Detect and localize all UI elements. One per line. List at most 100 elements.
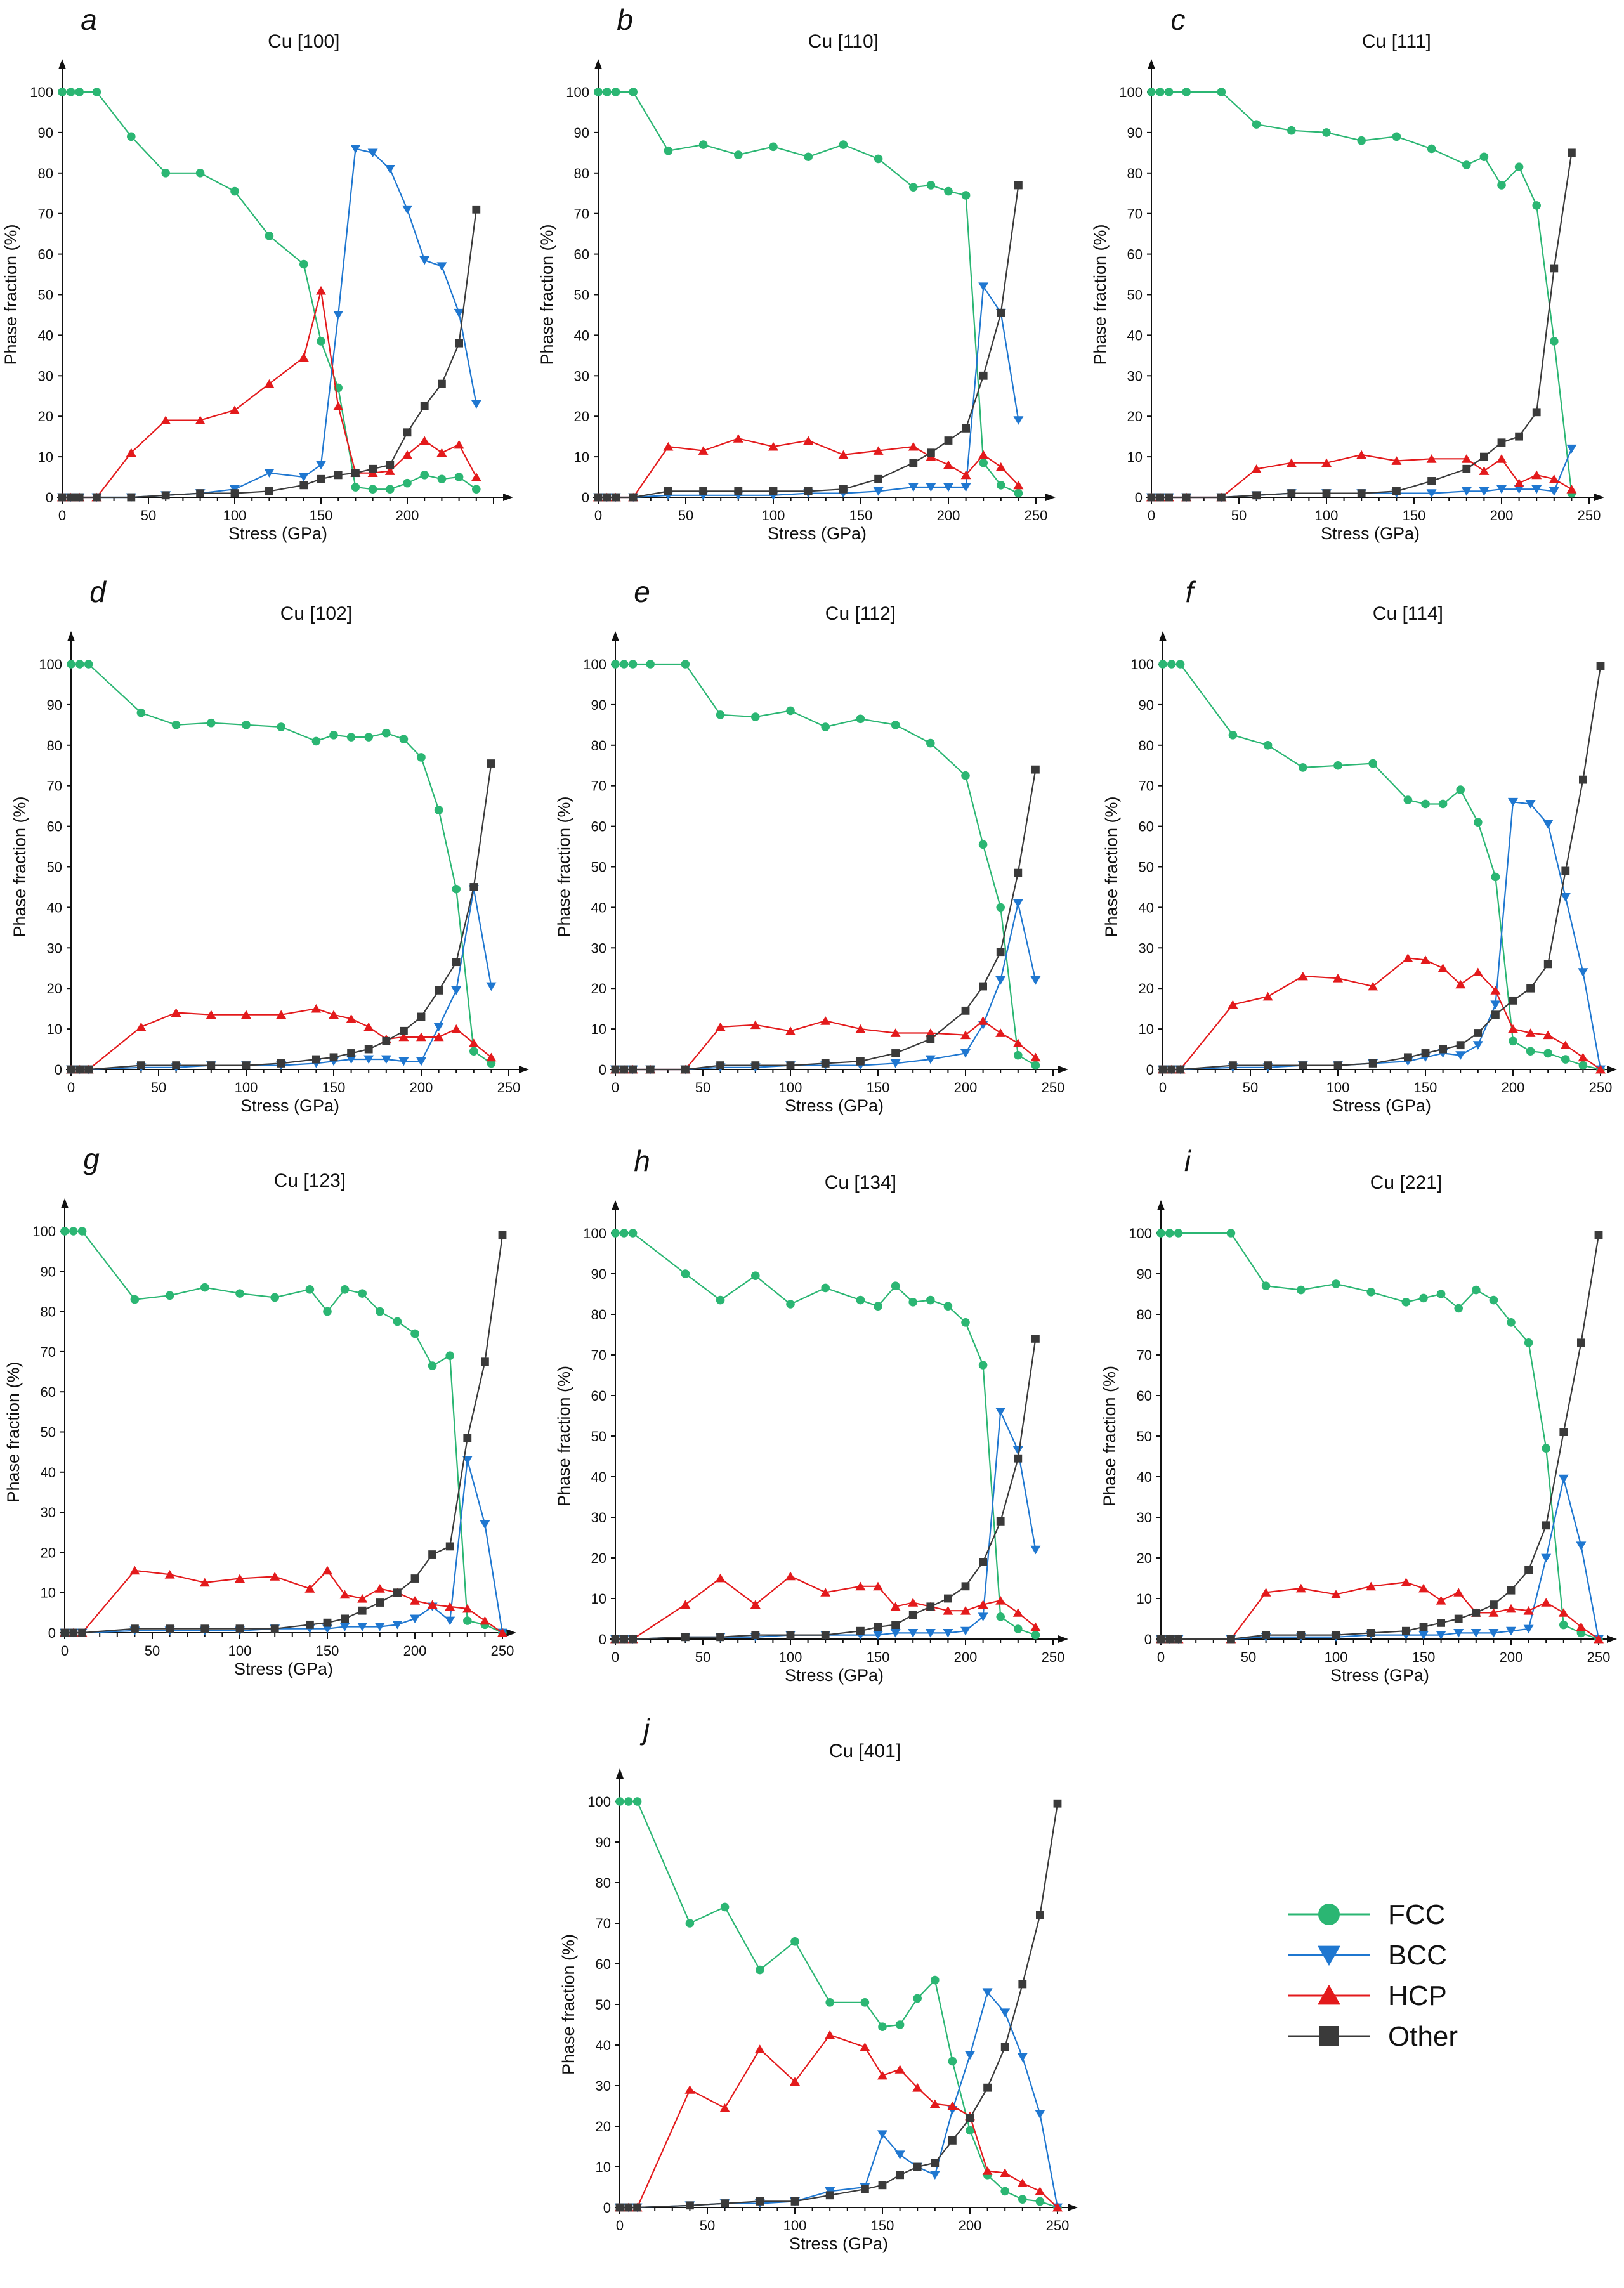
hcp-point	[1514, 478, 1524, 488]
hcp-point	[1531, 470, 1542, 480]
hcp-point	[1262, 991, 1273, 1001]
y-tick-label: 20	[1127, 409, 1143, 424]
y-tick-label: 70	[1139, 778, 1154, 794]
bcc-point	[982, 1988, 993, 1997]
other-point	[961, 1006, 970, 1015]
hcp-point	[230, 405, 240, 415]
x-tick-label: 200	[410, 1080, 433, 1095]
other-point	[1227, 1635, 1235, 1644]
hcp-point	[384, 466, 395, 475]
other-point	[1174, 1635, 1182, 1644]
y-tick-label: 70	[596, 1916, 611, 1932]
fcc-point	[1252, 120, 1261, 129]
hcp-point	[1437, 964, 1448, 972]
fcc-point	[891, 721, 900, 729]
other-point	[734, 487, 743, 495]
hcp-point	[419, 436, 430, 445]
hcp-point	[719, 2103, 730, 2112]
x-tick-label: 50	[145, 1643, 160, 1659]
series-other	[1158, 662, 1605, 1074]
panel-title: Cu [100]	[268, 31, 339, 52]
other-point	[347, 1049, 355, 1057]
bcc-point	[1578, 968, 1588, 977]
other-line	[62, 209, 477, 499]
fcc-point	[1438, 799, 1448, 809]
bcc-point	[1035, 2110, 1045, 2119]
y-tick-label: 60	[596, 1956, 611, 1972]
hcp-point	[1261, 1588, 1271, 1597]
hcp-point	[929, 2099, 940, 2108]
fcc-point	[1550, 337, 1559, 346]
fcc-point	[926, 738, 935, 748]
bcc-point	[381, 1055, 391, 1064]
x-tick-label: 50	[695, 1649, 710, 1665]
series-other	[594, 181, 1023, 502]
y-tick-label: 50	[574, 287, 589, 303]
fcc-point	[165, 1291, 174, 1300]
bcc-point	[322, 1624, 332, 1633]
y-axis-arrow	[67, 631, 75, 641]
fcc-point	[1507, 1318, 1516, 1327]
y-tick-label: 60	[591, 1388, 606, 1404]
hcp-point	[136, 1022, 147, 1031]
bcc-point	[978, 282, 989, 291]
bcc-point	[1523, 1624, 1534, 1634]
hcp-point	[684, 2085, 695, 2094]
panel-title: Cu [102]	[280, 603, 352, 624]
fcc-point	[382, 728, 391, 738]
series-bcc	[1156, 1474, 1604, 1644]
fcc-point	[323, 1307, 332, 1316]
fcc-line	[615, 1232, 1036, 1636]
series-bcc	[66, 885, 497, 1075]
series-hcp	[615, 2030, 1063, 2212]
fcc-point	[1403, 795, 1413, 804]
hcp-point	[241, 1010, 251, 1019]
other-point	[603, 493, 612, 502]
hcp-point	[978, 450, 989, 459]
bcc-point	[943, 483, 953, 492]
other-point	[481, 1357, 489, 1366]
hcp-point	[270, 1572, 280, 1581]
other-point	[498, 1231, 507, 1239]
hcp-point	[235, 1574, 245, 1583]
hcp-point	[715, 1573, 726, 1583]
other-point	[821, 1059, 830, 1068]
other-point	[1543, 960, 1552, 969]
hcp-point	[129, 1566, 140, 1575]
other-point	[341, 1614, 349, 1623]
hcp-point	[276, 1010, 287, 1019]
fcc-point	[611, 88, 620, 96]
hcp-point	[995, 1596, 1006, 1605]
bcc-point	[419, 256, 430, 265]
other-line	[598, 185, 1019, 499]
bcc-point	[1030, 1545, 1041, 1555]
other-point	[927, 448, 935, 457]
hcp-point	[890, 1028, 901, 1037]
fcc-point	[751, 712, 760, 721]
y-tick-label: 80	[574, 166, 589, 181]
other-point	[351, 469, 360, 478]
fcc-point	[1297, 1285, 1306, 1295]
fcc-point	[136, 708, 146, 717]
other-point	[786, 1061, 795, 1070]
other-point	[445, 1542, 454, 1551]
other-point	[1156, 1635, 1165, 1644]
other-point	[1404, 1053, 1412, 1062]
other-point	[1524, 1566, 1533, 1574]
x-tick-label: 250	[1042, 1080, 1065, 1095]
other-point	[1526, 984, 1535, 993]
fcc-point	[452, 884, 461, 894]
fcc-point	[821, 1283, 830, 1293]
other-point	[751, 1061, 760, 1070]
fcc-point	[1578, 1061, 1588, 1070]
hcp-point	[1286, 458, 1297, 467]
bcc-point	[1453, 1629, 1464, 1638]
fcc-point	[1357, 136, 1366, 145]
other-point	[996, 1517, 1005, 1526]
other-point	[1287, 489, 1296, 498]
bcc-point	[1508, 797, 1518, 807]
fcc-point	[878, 2022, 887, 2031]
bcc-point	[1426, 489, 1437, 498]
x-tick-label: 250	[1025, 507, 1048, 523]
